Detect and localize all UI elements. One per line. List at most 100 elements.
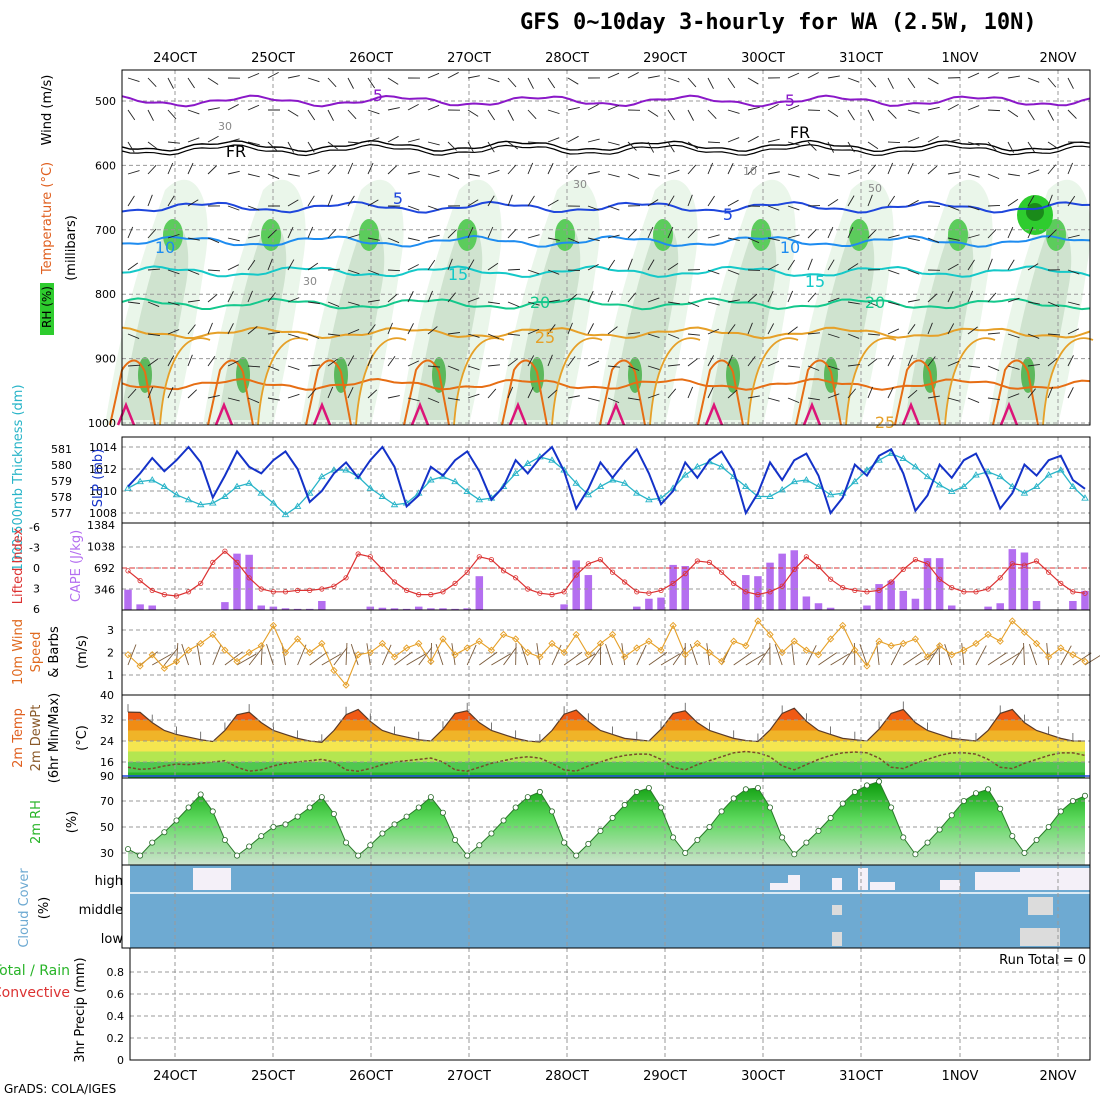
wind-barb <box>387 77 399 85</box>
wind-barb <box>1047 301 1060 308</box>
wind-barb <box>887 77 894 89</box>
wind-barb <box>187 199 199 207</box>
thickness-marker <box>269 499 278 506</box>
wind-barb-10m <box>975 645 987 666</box>
wind-barb <box>267 173 280 180</box>
y-tick-thickness: 577 <box>51 507 72 520</box>
date-label-top: 30OCT <box>741 51 785 66</box>
rh-marker <box>330 811 337 818</box>
wind-barb <box>847 301 860 305</box>
y-tick-slp: 1010 <box>89 485 117 498</box>
rh-marker <box>851 788 858 795</box>
wind-barb <box>767 138 780 143</box>
thickness-marker <box>584 490 593 498</box>
wind-barb <box>987 258 993 271</box>
cape-bar <box>245 554 253 610</box>
cloud-row-label: middle <box>79 903 123 918</box>
wind-barb <box>167 77 174 89</box>
rh-marker <box>464 852 471 859</box>
wind-barb <box>1007 141 1014 153</box>
wind-barb <box>727 389 738 399</box>
temp-contour <box>944 337 996 426</box>
thickness-marker <box>548 456 556 463</box>
wind-speed-marker <box>935 642 944 650</box>
cloud-gap <box>788 875 800 890</box>
date-label-top: 2NOV <box>1040 51 1077 66</box>
wind-barb <box>527 141 541 144</box>
wind-barb <box>727 269 740 275</box>
cape-bar <box>1008 549 1017 610</box>
wind-barb <box>127 333 140 339</box>
wind-barb <box>487 169 500 175</box>
cape-bar <box>887 580 895 610</box>
wind-barb <box>1027 226 1034 239</box>
temp-contour <box>747 337 799 426</box>
wind-speed-marker <box>1069 651 1077 659</box>
wind-barb <box>207 395 220 399</box>
wind-barb <box>1067 269 1080 275</box>
temp-axis-label-1: 2m Temp <box>11 708 26 768</box>
wind-barb <box>747 106 760 111</box>
cloud-gap <box>832 878 842 890</box>
wind-barb <box>727 137 740 143</box>
wind-barb <box>187 77 195 89</box>
lifted-index-marker <box>573 572 579 578</box>
date-label-bottom: 1NOV <box>942 1069 979 1084</box>
rh-area <box>948 219 968 251</box>
rh-marker <box>682 850 689 857</box>
wind-barb <box>147 194 153 207</box>
rh-marker <box>536 788 543 795</box>
rh-marker <box>524 794 531 801</box>
wind-barb <box>367 77 376 89</box>
slp-thickness-panel: 581 580 579 578 577 1014 1012 1010 1008 1000-500m… <box>11 384 1091 572</box>
wind-barb <box>927 322 933 335</box>
y-tick-temp: 16 <box>100 756 114 769</box>
wind-speed-marker <box>960 646 968 654</box>
wind-speed-marker <box>693 639 701 648</box>
rh-marker <box>645 785 652 792</box>
wind-barb <box>667 109 675 121</box>
lifted-index-marker <box>1058 580 1064 587</box>
y-axis-label: (millibars) <box>64 215 79 281</box>
cape-bar <box>584 575 593 610</box>
wind-speed-marker <box>160 664 168 672</box>
wind-barb <box>427 365 440 368</box>
wind-barb <box>1047 333 1060 336</box>
rh-marker <box>294 813 301 820</box>
lifted-index-marker <box>840 584 846 591</box>
wind-barb <box>747 135 759 143</box>
lifted-index-marker <box>222 548 228 554</box>
wind-barb <box>407 104 419 111</box>
wind-barb <box>987 332 1000 335</box>
wind-barb <box>667 226 674 239</box>
wind-barb <box>827 75 840 79</box>
wind-barb <box>847 109 855 121</box>
wind-barb-10m <box>1072 652 1092 666</box>
thickness-marker <box>136 477 144 485</box>
lifted-index-marker <box>743 589 749 595</box>
wind-barb <box>227 170 240 175</box>
wind-barb <box>527 301 540 306</box>
wind-barb-10m <box>350 643 359 666</box>
rh-marker <box>985 786 992 793</box>
thickness-marker <box>160 482 169 490</box>
wind-barb <box>947 103 959 111</box>
cape-bar <box>221 602 229 610</box>
wind-barb-10m <box>1084 655 1100 666</box>
wind-barb <box>587 360 600 367</box>
wind-barb <box>127 226 134 239</box>
contour-label: 15 <box>805 272 825 291</box>
temp-contour <box>999 401 1019 426</box>
date-label-bottom: 29OCT <box>643 1069 687 1084</box>
panel-frame <box>121 522 1091 611</box>
wind-barb <box>1007 297 1020 303</box>
y-tick-thickness: 580 <box>51 459 72 472</box>
wind-speed-marker <box>415 639 423 648</box>
rh-marker <box>427 794 434 801</box>
wind-barb <box>327 301 340 308</box>
wind-barb <box>1027 388 1036 399</box>
wind-barb <box>807 141 817 151</box>
date-label-top: 25OCT <box>251 51 295 66</box>
wind-barb <box>307 195 315 207</box>
cape-bar <box>451 608 459 610</box>
